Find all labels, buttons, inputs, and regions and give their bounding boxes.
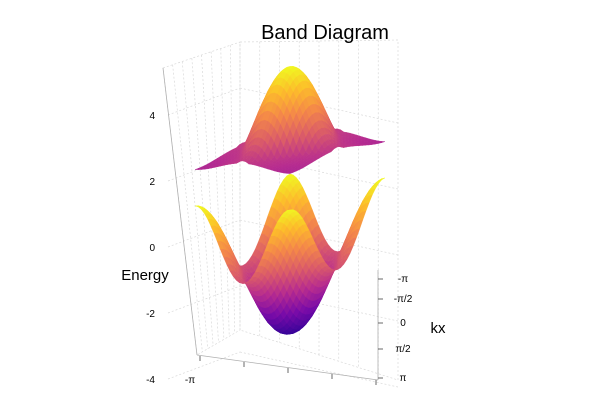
z-tick-label: 2 [149, 177, 155, 188]
surface-layer [194, 66, 386, 335]
grid-line [181, 61, 209, 349]
kx-tick-label: 0 [400, 318, 406, 329]
upper-band-surface [194, 66, 386, 174]
kx-axis-title: kx [431, 320, 447, 337]
grid-line [167, 87, 241, 116]
z-tick-label: 4 [149, 111, 155, 122]
lower-band-surface [194, 173, 386, 335]
kx-tick-label: -π [398, 274, 408, 285]
surface-patch [286, 209, 294, 211]
z-axis-line [162, 67, 198, 356]
kx-tick-label: -π/2 [394, 294, 413, 305]
grid-plane [239, 39, 399, 381]
grid-line [239, 153, 399, 190]
grid-line [239, 351, 399, 388]
grid-line [167, 351, 241, 380]
ky-tick-label: -π [185, 375, 195, 386]
kx-tick-label: π [400, 373, 407, 384]
axis-layer: -4 -2 0 2 4 -π -π/2 0 π/2 π -π [146, 67, 413, 386]
kx-tick-label: π/2 [395, 344, 411, 355]
chart-title: Band Diagram [261, 22, 389, 44]
grid-line [167, 219, 241, 248]
surface-patch [286, 171, 294, 174]
grid-line [172, 64, 203, 352]
grid-plane [162, 41, 241, 356]
ky-axis-line [196, 354, 379, 381]
grid-line [230, 45, 235, 334]
grid-line [167, 285, 241, 314]
z-tick-label: -4 [146, 375, 155, 386]
z-axis-title: Energy [121, 267, 169, 284]
z-tick-label: 0 [149, 243, 155, 254]
grid-line [201, 54, 219, 343]
z-tick-label: -2 [146, 309, 155, 320]
